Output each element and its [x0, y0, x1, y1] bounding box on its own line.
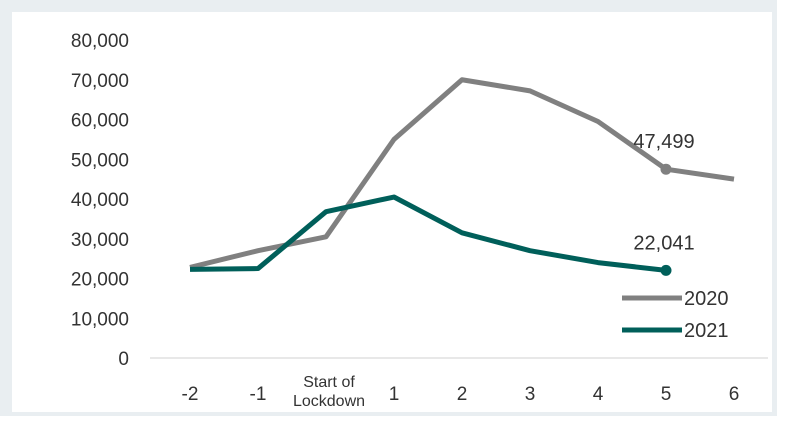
x-tick-label: 2: [457, 384, 468, 405]
y-tick-label: 50,000: [71, 150, 129, 171]
x-tick-label: 6: [729, 384, 740, 405]
y-tick-label: 30,000: [71, 230, 129, 251]
x-tick-label: -1: [250, 384, 267, 405]
x-tick-label: 5: [661, 384, 672, 405]
y-tick-label: 60,000: [71, 111, 129, 132]
x-tick-label: -2: [182, 384, 199, 405]
y-tick-label: 10,000: [71, 309, 129, 330]
y-tick-label: 70,000: [71, 71, 129, 92]
data-marker-2021: [660, 264, 672, 276]
x-tick-label: 3: [525, 384, 536, 405]
legend-label-2020: 2020: [684, 288, 729, 310]
data-label-2020: 47,499: [633, 131, 694, 153]
annotation-layer: 47,499 22,041: [633, 131, 695, 276]
y-tick-label: 20,000: [71, 270, 129, 291]
x-tick-label: 1: [389, 384, 400, 405]
y-axis: 0 10,000 20,000 30,000 40,000 50,000 60,000 70,…: [71, 31, 129, 370]
series-line-2021: [189, 194, 667, 273]
legend-label-2021: 2021: [684, 320, 729, 342]
legend: 2020 2021: [622, 288, 729, 342]
y-tick-label: 0: [118, 349, 129, 370]
x-tick-label: 4: [593, 384, 604, 405]
data-label-2021: 22,041: [633, 232, 694, 254]
chart-panel: [12, 12, 772, 412]
data-marker-2020: [660, 163, 672, 175]
series-line-2020: [189, 77, 735, 270]
x-axis: -2 -1 1 2 3 4 5 6 Start of Lockdown: [150, 357, 768, 410]
x-tick-label-start-of-lockdown: Start of Lockdown: [293, 374, 365, 410]
chart-frame: [0, 0, 777, 416]
series-layer: [189, 77, 735, 273]
y-tick-label: 40,000: [71, 190, 129, 211]
y-tick-label: 80,000: [71, 31, 129, 52]
